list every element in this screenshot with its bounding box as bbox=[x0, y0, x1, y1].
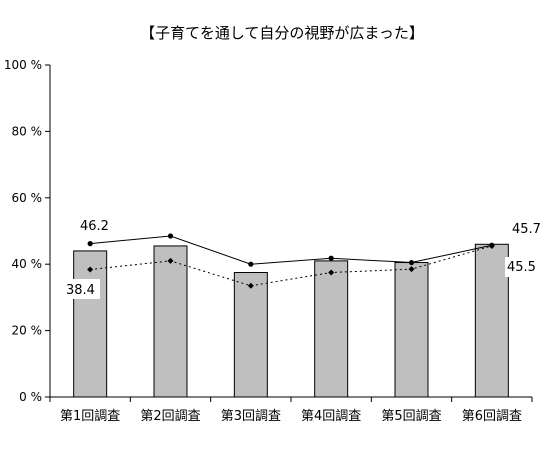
bar bbox=[233, 272, 268, 398]
series-point-diamond bbox=[328, 269, 335, 276]
series-point-circle bbox=[408, 259, 415, 266]
data-label-4: 45.5 bbox=[507, 260, 536, 275]
bar bbox=[314, 260, 349, 398]
series-line-solid bbox=[90, 235, 492, 265]
series-points bbox=[87, 233, 495, 289]
bar bbox=[394, 262, 429, 398]
x-tick-label: 第4回調査 bbox=[301, 409, 361, 424]
series-point-circle bbox=[167, 233, 174, 239]
series-point-circle bbox=[328, 255, 334, 261]
bars bbox=[73, 243, 509, 398]
data-label-2: 38.4 bbox=[66, 283, 95, 298]
data-label-bg-3 bbox=[510, 218, 548, 238]
y-tick-label: 60 % bbox=[12, 191, 43, 205]
series-point-diamond bbox=[488, 242, 495, 249]
bar bbox=[153, 245, 188, 398]
series-line-dotted bbox=[90, 245, 492, 287]
series-point-circle bbox=[248, 261, 254, 267]
x-axis-categories: 第1回調査 第2回調査 第3回調査 第4回調査 第5回調査 第6回調査 bbox=[49, 397, 533, 424]
series-lines bbox=[90, 235, 492, 287]
x-tick-label: 第6回調査 bbox=[462, 409, 522, 424]
x-tick-label: 第5回調査 bbox=[381, 409, 441, 424]
series-point-diamond bbox=[408, 266, 415, 273]
x-tick-label: 第1回調査 bbox=[60, 409, 120, 424]
y-tick-label: 100 % bbox=[4, 58, 42, 72]
bar bbox=[73, 250, 108, 398]
data-label-1: 46.2 bbox=[80, 219, 109, 234]
bar bbox=[474, 243, 509, 398]
y-tick-label: 0 % bbox=[19, 390, 42, 404]
data-label-bg-4 bbox=[505, 257, 543, 277]
series-point-diamond bbox=[167, 257, 174, 264]
series-point-circle bbox=[87, 241, 93, 247]
data-label-bg-2 bbox=[62, 279, 100, 299]
series-point-diamond bbox=[87, 266, 94, 273]
series-point-diamond bbox=[247, 282, 254, 289]
x-tick-label: 第3回調査 bbox=[221, 409, 281, 424]
y-axis-ticks: 0 % 20 % 40 % 60 % 80 % 100 % bbox=[4, 58, 50, 404]
y-tick-label: 20 % bbox=[12, 324, 43, 338]
y-tick-label: 40 % bbox=[12, 257, 43, 271]
data-label-bg-1 bbox=[76, 214, 114, 234]
data-label-3: 45.7 bbox=[512, 222, 541, 237]
chart-title: 【子育てを通して自分の視野が広まった】 bbox=[140, 24, 424, 42]
y-tick-label: 80 % bbox=[12, 124, 43, 138]
x-tick-label: 第2回調査 bbox=[140, 409, 200, 424]
